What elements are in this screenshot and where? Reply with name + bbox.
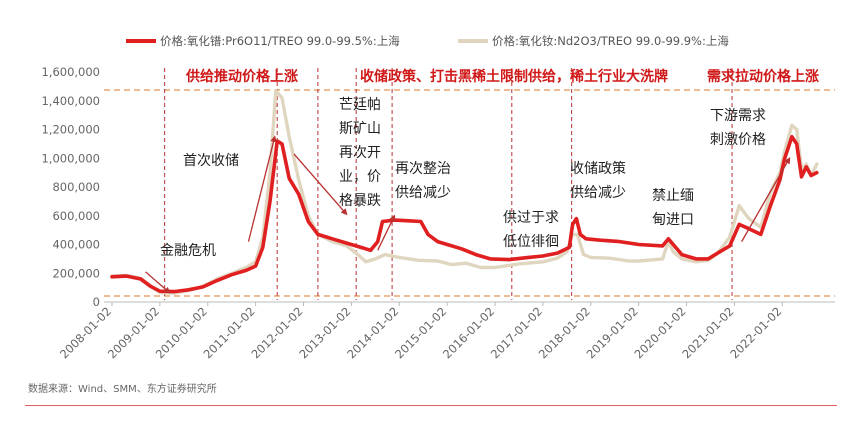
annotation-line: 格暴跌	[339, 193, 381, 209]
phase-heading-2: 需求拉动价格上涨	[707, 68, 819, 85]
y-tick-label: 1,400,000	[41, 94, 100, 108]
x-tick-label: 2022-01-02	[727, 304, 784, 361]
annotation-line: 业，价	[339, 169, 381, 185]
annotation-line: 供过于求	[503, 210, 559, 226]
series-line-nd	[110, 89, 819, 295]
guide-layer	[104, 68, 835, 300]
arrow-layer	[145, 135, 791, 294]
annotation-stockpile-policy: 收储政策供给减少	[570, 160, 626, 201]
y-tick-label: 400,000	[52, 238, 100, 252]
annotation-line: 再次整治	[395, 161, 451, 177]
annotation-mountain-pass: 芒廷帕斯矿山再次开业，价格暴跌	[339, 97, 381, 209]
y-tick-label: 200,000	[52, 266, 100, 280]
annotation-first-stockpile: 首次收储	[183, 153, 239, 169]
y-tick-label: 1,600,000	[41, 65, 100, 79]
phase-heading-0: 供给推动价格上涨	[185, 68, 298, 85]
trend-arrow-0	[145, 271, 171, 294]
annotation-line: 刺激价格	[710, 131, 766, 148]
y-tick-label: 1,200,000	[41, 123, 100, 137]
trend-arrow-4	[741, 157, 791, 242]
trend-arrow-3	[377, 214, 396, 251]
annotation-financial-crisis: 金融危机	[160, 243, 216, 259]
annotation-line: 金融危机	[160, 243, 216, 259]
legend-label-pr: 价格:氧化镨:Pr6O11/TREO 99.0-99.5%:上海	[160, 34, 400, 48]
phase-heading-1: 收储政策、打击黑稀土限制供给，稀土行业大洗牌	[360, 68, 668, 85]
annotation-myanmar-ban: 禁止缅甸进口	[652, 188, 694, 228]
annotation-line: 供给减少	[395, 185, 451, 201]
y-tick-label: 0	[93, 295, 100, 309]
annotation-line: 禁止缅	[652, 188, 694, 204]
y-tick-label: 800,000	[52, 180, 100, 194]
annotation-line: 低位徘徊	[503, 234, 559, 250]
annotation-oversupply: 供过于求低位徘徊	[503, 210, 559, 250]
annotations: 金融危机首次收储芒廷帕斯矿山再次开业，价格暴跌再次整治供给减少供过于求低位徘徊收…	[160, 97, 766, 259]
annotation-line: 再次开	[339, 145, 381, 161]
series-line-pr	[110, 134, 819, 294]
legend: 价格:氧化镨:Pr6O11/TREO 99.0-99.5%:上海 价格:氧化钕:…	[126, 34, 729, 48]
annotation-downstream-demand: 下游需求刺激价格	[710, 108, 766, 148]
annotation-line: 甸进口	[652, 212, 694, 228]
legend-label-nd: 价格:氧化钕:Nd2O3/TREO 99.0-99.9%:上海	[492, 34, 729, 48]
source-note: 数据来源：Wind、SMM、东方证券研究所	[28, 384, 217, 395]
annotation-line: 收储政策	[570, 160, 626, 177]
y-tick-label: 1,000,000	[41, 151, 100, 165]
annotation-line: 下游需求	[710, 108, 766, 124]
bottom-rule	[25, 405, 837, 406]
annotation-line: 芒廷帕	[339, 97, 381, 113]
phase-labels: 供给推动价格上涨 收储政策、打击黑稀土限制供给，稀土行业大洗牌 需求拉动价格上涨	[185, 68, 819, 85]
annotation-line: 首次收储	[183, 153, 239, 169]
trend-arrow-2	[293, 153, 348, 216]
annotation-line: 斯矿山	[339, 121, 381, 137]
y-tick-label: 600,000	[52, 209, 100, 223]
series-layer	[110, 89, 819, 295]
trend-arrow-1	[247, 135, 277, 242]
annotation-rectification: 再次整治供给减少	[395, 161, 451, 201]
annotation-line: 供给减少	[570, 185, 626, 201]
